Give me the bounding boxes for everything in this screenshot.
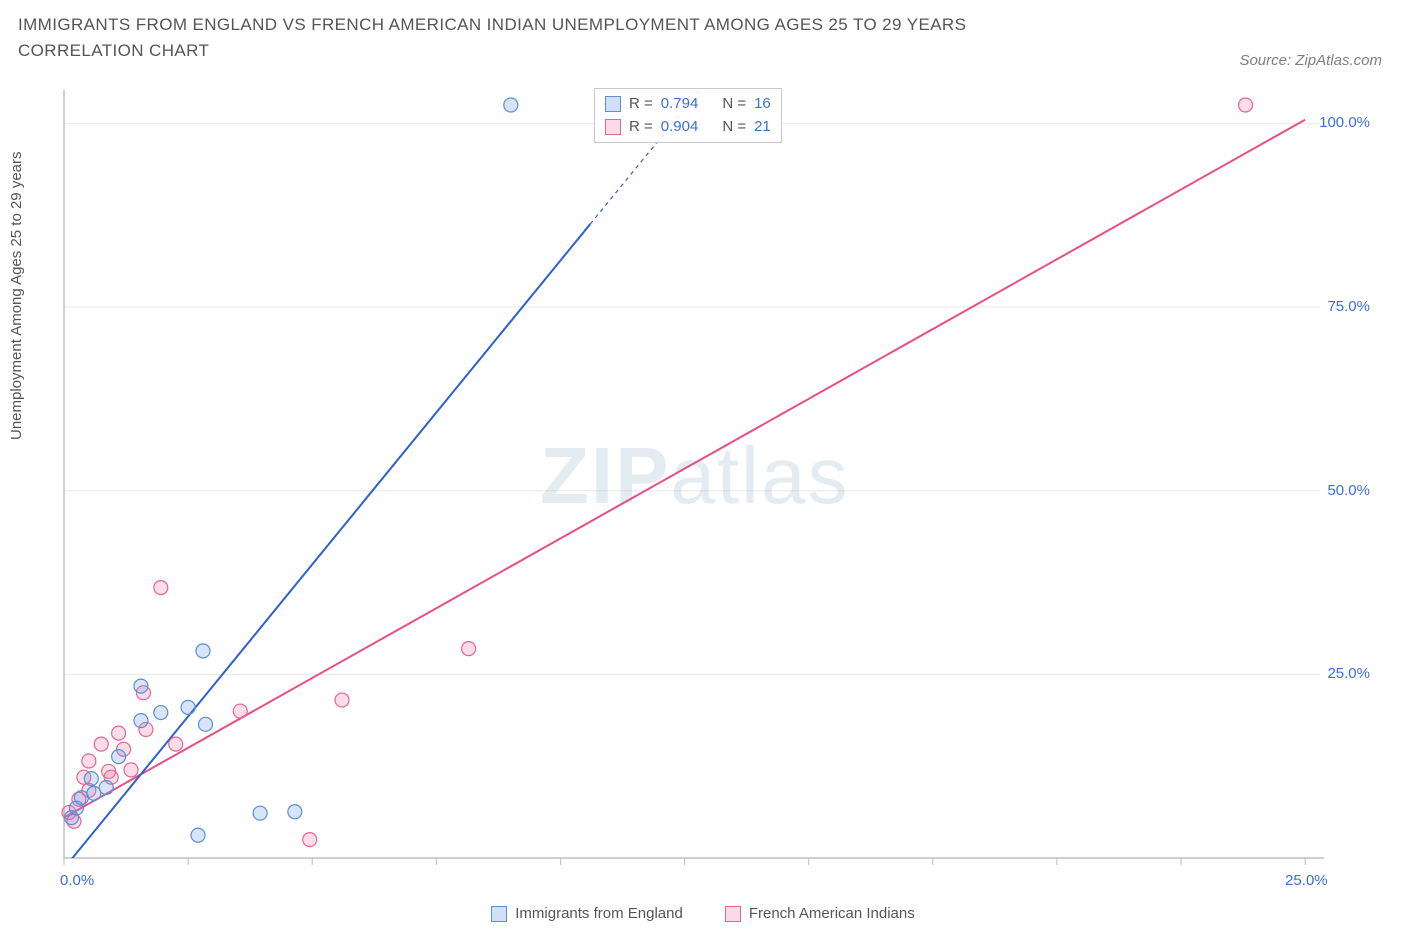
y-tick-label: 100.0% xyxy=(1319,114,1370,131)
n-value: 21 xyxy=(754,116,771,139)
r-value: 0.794 xyxy=(661,93,699,116)
chart-plot-area xyxy=(58,88,1370,880)
stats-row-series-b: R = 0.904 N = 21 xyxy=(605,116,771,139)
source-attribution: Source: ZipAtlas.com xyxy=(1239,52,1382,69)
scatter-chart-svg xyxy=(58,88,1370,880)
swatch-icon xyxy=(605,96,621,112)
legend-item-series-b: French American Indians xyxy=(725,905,915,922)
legend: Immigrants from England French American … xyxy=(0,905,1406,922)
swatch-icon xyxy=(605,119,621,135)
n-label: N = xyxy=(722,93,746,116)
legend-item-series-a: Immigrants from England xyxy=(491,905,683,922)
legend-label: Immigrants from England xyxy=(515,905,683,922)
legend-label: French American Indians xyxy=(749,905,915,922)
stats-row-series-a: R = 0.794 N = 16 xyxy=(605,93,771,116)
chart-title: IMMIGRANTS FROM ENGLAND VS FRENCH AMERIC… xyxy=(18,12,1078,63)
r-label: R = xyxy=(629,116,653,139)
x-tick-label: 0.0% xyxy=(60,872,94,889)
x-tick-label: 25.0% xyxy=(1285,872,1328,889)
n-value: 16 xyxy=(754,93,771,116)
r-label: R = xyxy=(629,93,653,116)
n-label: N = xyxy=(722,116,746,139)
correlation-stats-box: R = 0.794 N = 16 R = 0.904 N = 21 xyxy=(594,88,782,143)
y-axis-label: Unemployment Among Ages 25 to 29 years xyxy=(8,151,25,440)
r-value: 0.904 xyxy=(661,116,699,139)
y-tick-label: 50.0% xyxy=(1327,482,1370,499)
y-tick-label: 75.0% xyxy=(1327,298,1370,315)
swatch-icon xyxy=(491,906,507,922)
y-tick-label: 25.0% xyxy=(1327,665,1370,682)
swatch-icon xyxy=(725,906,741,922)
